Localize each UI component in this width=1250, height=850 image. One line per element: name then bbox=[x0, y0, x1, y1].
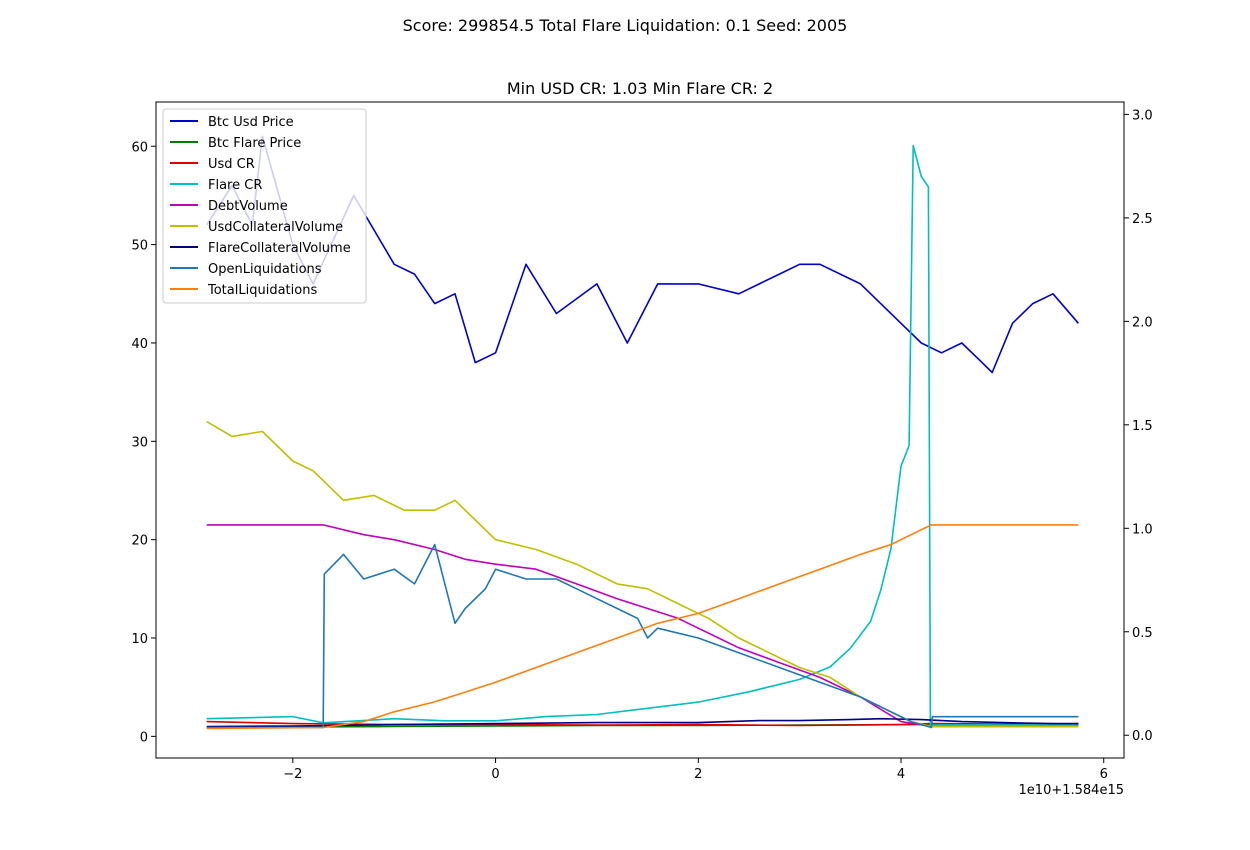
series-line-total-liquidations bbox=[206, 524, 1079, 730]
y-left-tick-label: 30 bbox=[131, 435, 148, 450]
y-left-tick-label: 50 bbox=[131, 239, 148, 254]
legend-label: UsdCollateralVolume bbox=[208, 220, 343, 235]
y-right-tick-label: 3.0 bbox=[1132, 108, 1153, 123]
legend-label: TotalLiquidations bbox=[207, 283, 317, 298]
legend-label: Usd CR bbox=[208, 157, 255, 172]
legend-label: DebtVolume bbox=[208, 199, 288, 214]
series-line-flare-cr bbox=[206, 144, 1079, 726]
legend: Btc Usd Price Btc Flare Price Usd CR Flare … bbox=[162, 108, 367, 304]
y-right-tick-label: 1.0 bbox=[1132, 522, 1153, 537]
series-line-flare-collateral-volume bbox=[206, 717, 1079, 728]
y-left-tick-label: 10 bbox=[131, 632, 148, 647]
suptitle: Score: 299854.5 Total Flare Liquidation:… bbox=[403, 16, 848, 35]
legend-label: Btc Flare Price bbox=[208, 136, 301, 151]
plot-frame bbox=[155, 101, 1125, 759]
x-tick-label: 6 bbox=[1100, 767, 1108, 782]
series-layer bbox=[206, 135, 1080, 730]
y-right-tick-label: 0.5 bbox=[1132, 626, 1153, 641]
legend-label: Flare CR bbox=[208, 178, 262, 193]
x-tick-label: 2 bbox=[694, 767, 702, 782]
y-right-tick-label: 1.5 bbox=[1132, 419, 1153, 434]
series-line-open-liquidations bbox=[206, 543, 1079, 729]
x-offset-label: 1e10+1.584e15 bbox=[1019, 783, 1124, 798]
y-left-tick-label: 0 bbox=[140, 730, 148, 745]
series-line-usd-collateral-volume bbox=[206, 420, 1079, 728]
legend-label: OpenLiquidations bbox=[208, 262, 322, 277]
x-tick-label: 4 bbox=[897, 767, 905, 782]
y-left-tick-label: 40 bbox=[131, 337, 148, 352]
y-right-tick-label: 2.0 bbox=[1132, 315, 1153, 330]
chart-title: Min USD CR: 1.03 Min Flare CR: 2 bbox=[507, 79, 773, 98]
series-line-debt-volume bbox=[206, 524, 1079, 728]
legend-box bbox=[162, 108, 367, 304]
legend-label: FlareCollateralVolume bbox=[208, 241, 351, 256]
x-tick-label: 0 bbox=[491, 767, 499, 782]
x-tick-label: −2 bbox=[283, 767, 302, 782]
y-right-tick-label: 0.0 bbox=[1132, 729, 1153, 744]
legend-label: Btc Usd Price bbox=[208, 115, 294, 130]
y-left-tick-label: 20 bbox=[131, 534, 148, 549]
y-right-tick-label: 2.5 bbox=[1132, 212, 1153, 227]
y-left-tick-label: 60 bbox=[131, 140, 148, 155]
